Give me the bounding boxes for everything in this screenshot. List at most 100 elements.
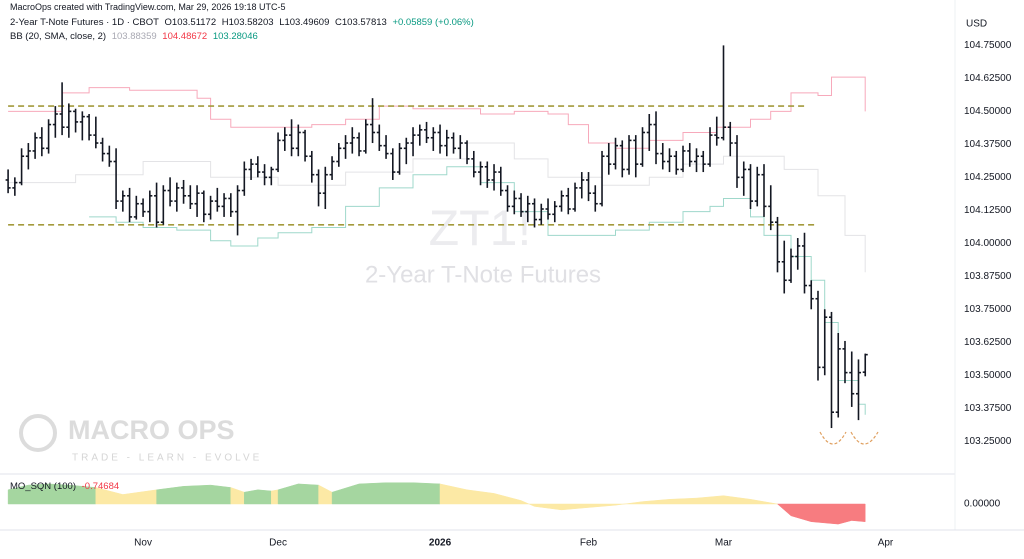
ohlc-bar (835, 333, 841, 418)
ohlc-bar (667, 148, 673, 173)
symbol: 2-Year T-Note Futures · 1D · CBOT (10, 17, 159, 28)
watermark-symbol: ZT1! (429, 200, 532, 256)
ohlc-bar (424, 121, 430, 144)
ohlc-bar (181, 179, 187, 204)
indicator-value: 104.48672 (162, 31, 208, 42)
ohlc-bar (52, 106, 58, 138)
change: +0.05859 (+0.06%) (392, 17, 474, 28)
ohlc-bar (579, 172, 585, 199)
ohlc-bar (322, 166, 328, 210)
indicator-value: 103.88359 (111, 31, 157, 42)
ohlc-bar (390, 148, 396, 180)
ohlc-bar (32, 132, 38, 159)
y-tick-label: 104.25000 (964, 172, 1012, 183)
ohlc-bar (208, 195, 214, 220)
ohlc-bar (113, 148, 119, 210)
ohlc-bar (349, 127, 355, 154)
ohlc-bar (559, 190, 565, 212)
ohlc-bar (862, 353, 868, 377)
ohlc-bar (174, 182, 180, 212)
ohlc-bar (19, 148, 25, 186)
ohlc-bar (336, 143, 342, 167)
ohlc-bar (187, 185, 193, 210)
x-tick-label: Dec (269, 538, 287, 549)
ohlc-bar (376, 124, 382, 151)
ohlc-bar (478, 161, 484, 186)
y-tick-label: 0.00000 (964, 499, 1001, 510)
ohlc-close: C103.57813 (335, 17, 387, 28)
oscillator-area (95, 487, 157, 505)
x-tick-label: Apr (878, 538, 894, 549)
ohlc-bar (100, 137, 106, 162)
ohlc-bar (586, 172, 592, 202)
ohlc-bar (194, 185, 200, 217)
ohlc-bar (646, 114, 652, 151)
band-line (8, 76, 866, 149)
ohlc-bar (822, 309, 828, 376)
legend-oscillator: MO_SQN (100) -0.74684 (10, 481, 122, 492)
y-tick-label: 104.62500 (964, 73, 1012, 84)
ohlc-bar (774, 216, 780, 273)
ohlc-bar (93, 116, 99, 149)
ohlc-bar (849, 351, 855, 407)
logo-name: MACRO OPS (68, 415, 235, 445)
ohlc-bar (437, 124, 443, 154)
ohlc-bar (397, 143, 403, 175)
y-tick-label: 104.50000 (964, 106, 1012, 117)
indicator-value: 103.28046 (212, 31, 258, 42)
ohlc-bar (46, 119, 52, 154)
ohlc-bar (694, 148, 700, 173)
y-tick-label: 104.37500 (964, 139, 1012, 150)
ohlc-bar (828, 311, 834, 429)
ohlc-bar (5, 169, 11, 194)
ohlc-bar (66, 103, 72, 138)
oscillator-value: -0.74684 (81, 481, 120, 492)
ohlc-bar (160, 185, 166, 225)
ohlc-bar (343, 135, 349, 159)
ohlc-bar (491, 164, 497, 191)
ohlc-bar (781, 240, 787, 294)
ohlc-bar (370, 98, 376, 144)
ohlc-bar (417, 124, 423, 146)
ohlc-bar (59, 82, 65, 136)
ohlc-bar (640, 127, 646, 167)
ohlc-bar (86, 114, 92, 141)
ohlc-bar (855, 359, 861, 421)
ohlc-bar (79, 111, 85, 141)
ohlc-bar (700, 150, 706, 173)
ohlc-bar (538, 203, 544, 225)
legend-main: 2-Year T-Note Futures · 1D · CBOT O103.5… (10, 17, 477, 28)
ohlc-bar (801, 232, 807, 294)
ohlc-bar (545, 198, 551, 220)
ohlc-bar (275, 132, 281, 173)
ohlc-bar (255, 156, 261, 178)
ohlc-bar (552, 201, 558, 223)
ohlc-high: H103.58203 (221, 17, 274, 28)
ohlc-bar (309, 150, 315, 183)
x-tick-label: Feb (580, 538, 598, 549)
ohlc-bar (613, 137, 619, 170)
ohlc-bar (106, 145, 112, 167)
legend-indicator: BB (20, SMA, close, 2) 103.88359 104.486… (10, 31, 261, 42)
y-tick-label: 103.50000 (964, 370, 1012, 381)
y-tick-label: 103.75000 (964, 304, 1012, 315)
band-line (89, 166, 866, 415)
oscillator-area (271, 489, 279, 505)
oscillator-area (277, 483, 319, 505)
oscillator-area (156, 484, 232, 505)
ohlc-bar (518, 193, 524, 217)
ohlc-bar (626, 135, 632, 175)
ohlc-bar (316, 169, 322, 207)
oscillator-area (776, 503, 866, 525)
ohlc-open: O103.51172 (164, 17, 217, 28)
ohlc-bar (228, 193, 234, 217)
x-tick-label: Nov (134, 538, 152, 549)
ohlc-bar (444, 129, 450, 157)
ohlc-bar (289, 119, 295, 157)
oscillator-area (331, 482, 441, 505)
ohlc-bar (241, 161, 247, 196)
ohlc-bar (154, 182, 160, 228)
oscillator-area (318, 484, 333, 505)
